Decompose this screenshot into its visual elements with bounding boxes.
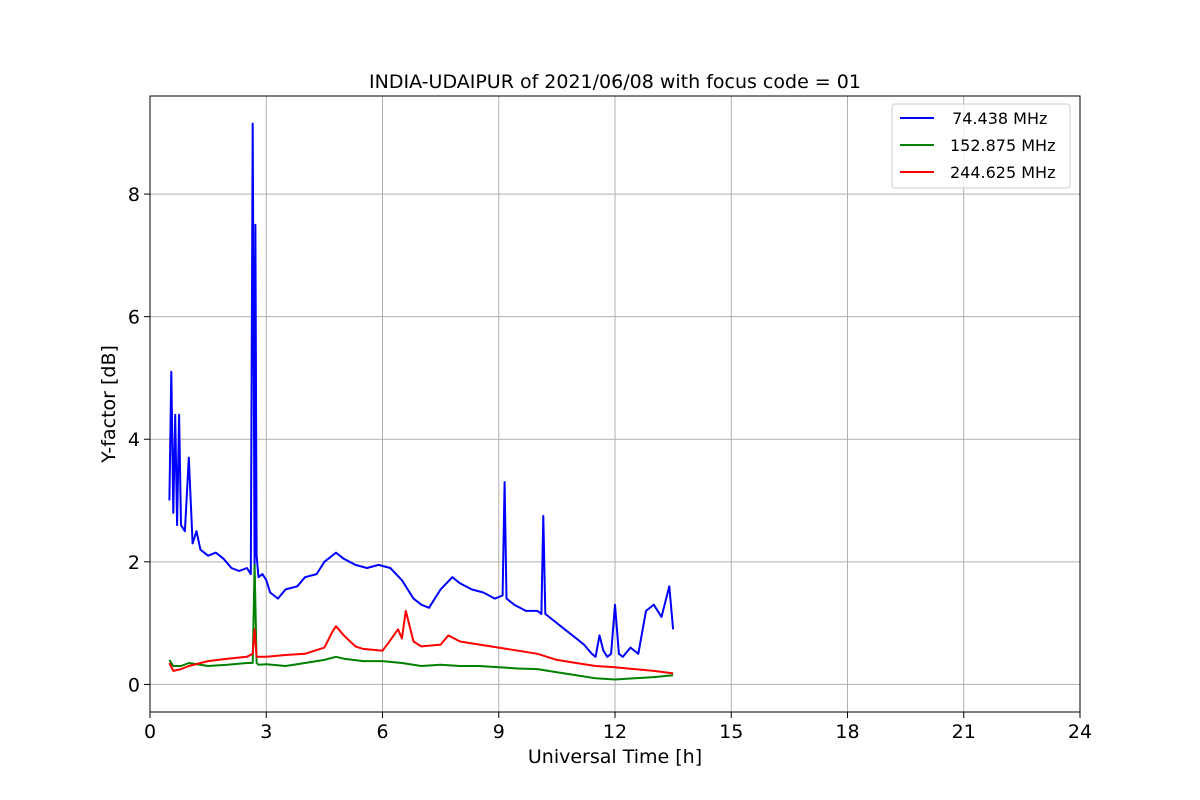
x-axis: 0 3 6 9 12 15 18 21 24 bbox=[144, 712, 1092, 743]
series-74mhz bbox=[168, 122, 675, 658]
series-lines bbox=[168, 122, 675, 681]
x-tick-label: 15 bbox=[719, 721, 743, 743]
y-axis: 0 2 4 6 8 bbox=[128, 184, 150, 696]
series-244mhz bbox=[168, 609, 674, 675]
chart-title: INDIA-UDAIPUR of 2021/06/08 with focus c… bbox=[369, 71, 861, 93]
legend: 74.438 MHz 152.875 MHz 244.625 MHz bbox=[891, 103, 1071, 189]
y-axis-label: Y-factor [dB] bbox=[98, 345, 120, 464]
x-axis-label: Universal Time [h] bbox=[528, 746, 702, 768]
y-tick-label: 4 bbox=[128, 429, 140, 451]
x-tick-label: 0 bbox=[144, 721, 156, 743]
x-tick-label: 3 bbox=[260, 721, 272, 743]
legend-label-244mhz: 244.625 MHz bbox=[950, 163, 1055, 182]
series-152mhz bbox=[168, 563, 674, 681]
x-tick-label: 12 bbox=[603, 721, 627, 743]
x-tick-label: 21 bbox=[952, 721, 976, 743]
legend-box bbox=[891, 103, 1071, 189]
y-tick-label: 0 bbox=[128, 674, 140, 696]
y-tick-label: 6 bbox=[128, 307, 140, 329]
y-tick-label: 8 bbox=[128, 184, 140, 206]
y-tick-label: 2 bbox=[128, 552, 140, 574]
x-tick-label: 24 bbox=[1068, 721, 1092, 743]
legend-label-74mhz: 74.438 MHz bbox=[947, 109, 1047, 128]
x-tick-label: 18 bbox=[835, 721, 859, 743]
x-tick-label: 9 bbox=[493, 721, 505, 743]
legend-label-152mhz: 152.875 MHz bbox=[950, 136, 1055, 155]
grid bbox=[149, 96, 1081, 712]
x-tick-label: 6 bbox=[376, 721, 388, 743]
